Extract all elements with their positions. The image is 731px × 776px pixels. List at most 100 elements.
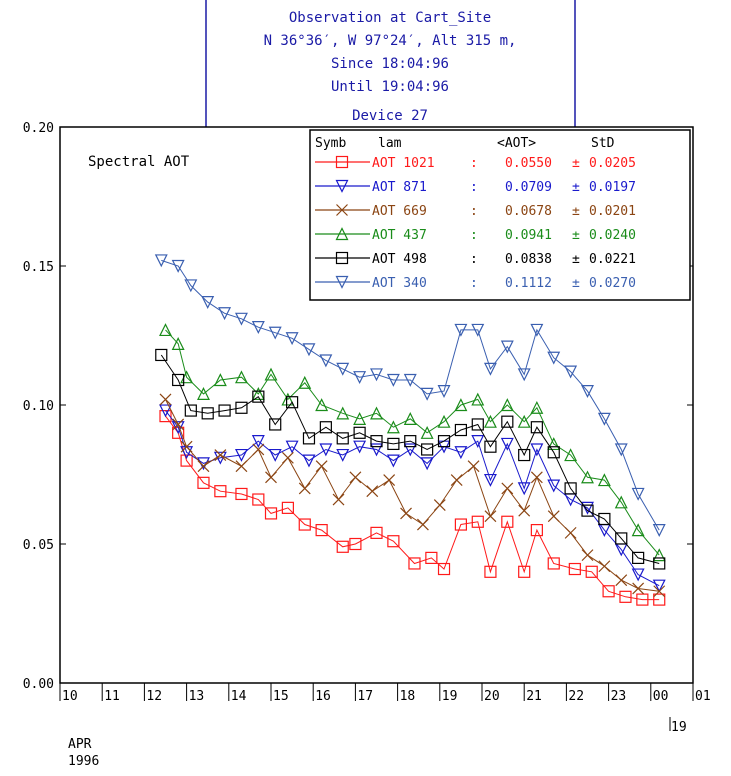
y-tick-label: 0.05 <box>23 538 54 553</box>
legend-colon: : <box>470 204 478 219</box>
y-tick-label: 0.20 <box>23 121 54 136</box>
legend-colon: : <box>470 228 478 243</box>
header-line-1: Observation at Cart_Site <box>289 10 491 26</box>
legend-std: 0.0270 <box>589 276 636 291</box>
x-tick-label: 16 <box>315 689 331 704</box>
data-point <box>333 494 344 505</box>
y-tick-label: 0.15 <box>23 260 54 275</box>
legend-label: AOT 871 <box>372 180 427 195</box>
legend-header-lam: lam <box>378 136 402 151</box>
data-point <box>282 452 293 463</box>
legend-mean: 0.0678 <box>505 204 552 219</box>
data-point <box>502 483 513 494</box>
legend-label: AOT 340 <box>372 276 427 291</box>
legend-header-std: StD <box>591 136 615 151</box>
x-sublabel: 19 <box>671 720 687 735</box>
legend-label: AOT 669 <box>372 204 427 219</box>
legend-std: 0.0205 <box>589 156 636 171</box>
legend-pm: ± <box>572 204 580 219</box>
legend-pm: ± <box>572 252 580 267</box>
legend-header-aot: <AOT> <box>497 136 536 151</box>
data-point <box>654 558 665 569</box>
header-line-3: Since 18:04:96 <box>331 56 449 72</box>
legend-std: 0.0197 <box>589 180 636 195</box>
header-line-4: Until 19:04:96 <box>331 79 449 95</box>
data-point <box>417 519 428 530</box>
legend-pm: ± <box>572 180 580 195</box>
date-month: APR <box>68 737 92 752</box>
legend: Symb lam <AOT> StD AOT 1021: 0.0550 ±0.020… <box>310 130 690 300</box>
data-point <box>633 583 644 594</box>
data-point <box>316 461 327 472</box>
data-point <box>156 255 167 266</box>
legend-header-symb: Symb <box>315 136 346 151</box>
data-point <box>401 508 412 519</box>
data-point <box>434 500 445 511</box>
data-point <box>350 472 361 483</box>
data-point <box>160 394 171 405</box>
x-tick-label: 13 <box>189 689 205 704</box>
legend-std: 0.0240 <box>589 228 636 243</box>
legend-std: 0.0201 <box>589 204 636 219</box>
legend-label: AOT 437 <box>372 228 427 243</box>
legend-pm: ± <box>572 276 580 291</box>
legend-label: AOT 498 <box>372 252 427 267</box>
series-0 <box>160 411 665 605</box>
date-year: 1996 <box>68 754 99 769</box>
header-box: Observation at Cart_Site N 36°36′, W 97°… <box>206 0 575 127</box>
series-line <box>166 411 660 586</box>
legend-pm: ± <box>572 156 580 171</box>
legend-colon: : <box>470 156 478 171</box>
x-tick-label: 17 <box>357 689 373 704</box>
series-line <box>166 399 660 591</box>
x-tick-label: 12 <box>146 689 162 704</box>
data-point <box>548 511 559 522</box>
x-tick-label: 23 <box>611 689 627 704</box>
y-tick-label: 0.00 <box>23 677 54 692</box>
legend-colon: : <box>470 252 478 267</box>
data-point <box>451 475 462 486</box>
x-tick-label: 19 <box>442 689 458 704</box>
legend-std: 0.0221 <box>589 252 636 267</box>
x-tick-label: 18 <box>400 689 416 704</box>
data-point <box>531 472 542 483</box>
legend-mean: 0.0941 <box>505 228 552 243</box>
legend-mean: 0.0838 <box>505 252 552 267</box>
legend-label: AOT 1021 <box>372 156 435 171</box>
x-tick-label: 10 <box>62 689 78 704</box>
data-point <box>519 505 530 516</box>
legend-mean: 0.0550 <box>505 156 552 171</box>
data-point <box>654 580 665 591</box>
data-point <box>582 550 593 561</box>
x-tick-label: 11 <box>104 689 120 704</box>
x-tick-label: 14 <box>231 689 247 704</box>
legend-colon: : <box>470 180 478 195</box>
legend-mean: 0.0709 <box>505 180 552 195</box>
data-point <box>616 575 627 586</box>
data-point <box>468 461 479 472</box>
chart-title: Spectral AOT <box>88 154 190 170</box>
data-point <box>236 461 247 472</box>
data-point <box>367 486 378 497</box>
x-tick-label: 00 <box>653 689 669 704</box>
x-tick-label: 20 <box>484 689 500 704</box>
x-tick-label: 15 <box>273 689 289 704</box>
x-axis: 10 11 12 13 14 15 16 17 18 19 20 21 22 23 00 01 <box>60 683 711 704</box>
data-point <box>299 483 310 494</box>
legend-mean: 0.1112 <box>505 276 552 291</box>
data-point <box>485 511 496 522</box>
series-group <box>156 255 665 605</box>
y-tick-label: 0.10 <box>23 399 54 414</box>
data-point <box>156 349 167 360</box>
series-4 <box>156 349 665 569</box>
x-tick-label: 21 <box>526 689 542 704</box>
legend-colon: : <box>470 276 478 291</box>
data-point <box>266 472 277 483</box>
data-point <box>565 527 576 538</box>
data-point <box>654 525 665 536</box>
data-point <box>384 475 395 486</box>
header-line-5: Device 27 <box>352 108 428 124</box>
legend-pm: ± <box>572 228 580 243</box>
data-point <box>599 561 610 572</box>
